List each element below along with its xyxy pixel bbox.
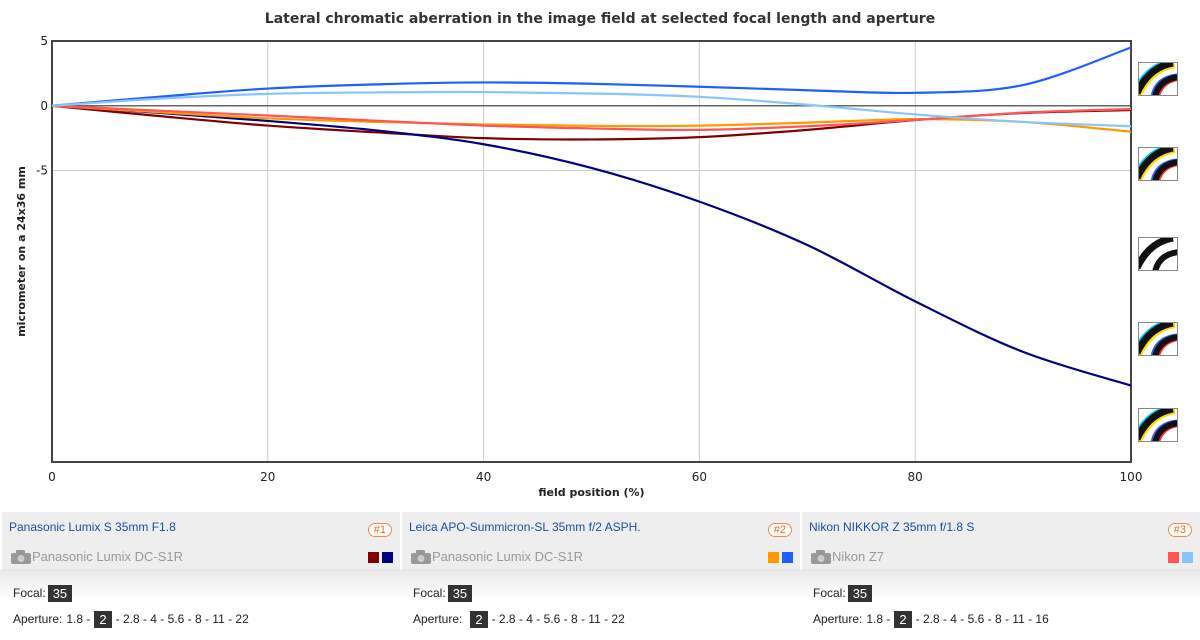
camera-row: Nikon Z7: [810, 549, 884, 564]
aperture-options-before[interactable]: 1.8 -: [866, 612, 891, 626]
aperture-options-before[interactable]: 1.8 -: [66, 612, 91, 626]
focal-label: Focal:: [413, 586, 446, 600]
ca-fringe-sample-icon: [1132, 319, 1182, 359]
y-tick-label: 0: [40, 99, 48, 113]
x-axis-label: field position (%): [538, 486, 644, 499]
camera-icon: [811, 549, 831, 564]
focal-selected[interactable]: 35: [847, 584, 873, 602]
camera-row: Panasonic Lumix DC-S1R: [410, 549, 583, 564]
aperture-label: Aperture:: [813, 612, 863, 626]
aperture-selected[interactable]: 2: [94, 610, 112, 628]
series-line-lens2-ff9900: [51, 104, 1132, 133]
series-color-swatch: [768, 552, 779, 563]
series-color-swatch: [1168, 552, 1179, 563]
lens-controls-1: Focal: 35 Aperture: 1.8 -2- 2.8 - 4 - 5.6 …: [13, 580, 249, 632]
ca-fringe-sample-icon: [1132, 59, 1182, 99]
series-color-swatch: [782, 552, 793, 563]
camera-icon: [411, 549, 431, 564]
series-line-lens3-88c4ff: [51, 90, 1132, 128]
aperture-options-after[interactable]: - 2.8 - 4 - 5.6 - 8 - 11 - 16: [915, 612, 1049, 626]
ca-fringe-sample-icon: [1132, 405, 1182, 445]
x-tick-label: 100: [1120, 470, 1143, 484]
series-line-lens2-1f5fff: [51, 46, 1132, 107]
y-tick-label: -5: [36, 164, 48, 178]
chart-title: Lateral chromatic aberration in the imag…: [264, 11, 936, 27]
lens-name-link[interactable]: Leica APO-Summicron-SL 35mm f/2 ASPH.: [409, 520, 641, 534]
lens-panel-2: Leica APO-Summicron-SL 35mm f/2 ASPH. #2…: [402, 512, 800, 569]
series-color-swatch: [1182, 552, 1193, 563]
focal-selected[interactable]: 35: [447, 584, 473, 602]
lens-name-link[interactable]: Panasonic Lumix S 35mm F1.8: [9, 520, 176, 534]
series-color-swatch: [382, 552, 393, 563]
y-tick-label: 5: [40, 34, 48, 48]
lens-number-badge: #1: [367, 523, 392, 537]
camera-name: Nikon Z7: [832, 549, 885, 564]
series-color-swatch: [368, 552, 379, 563]
focal-label: Focal:: [813, 586, 846, 600]
lens-controls-3: Focal: 35 Aperture: 1.8 -2- 2.8 - 4 - 5.6 …: [813, 580, 1049, 632]
aperture-label: Aperture:: [13, 612, 63, 626]
aperture-selected[interactable]: 2: [470, 610, 488, 628]
x-tick-label: 60: [692, 470, 707, 484]
aperture-label: Aperture:: [413, 612, 463, 626]
lens-controls-2: Focal: 35 Aperture: 2- 2.8 - 4 - 5.6 - 8 -…: [413, 580, 625, 632]
lens-panel-1: Panasonic Lumix S 35mm F1.8 #1 Panasonic…: [2, 512, 400, 569]
aperture-options-after[interactable]: - 2.8 - 4 - 5.6 - 8 - 11 - 22: [491, 612, 625, 626]
camera-row: Panasonic Lumix DC-S1R: [10, 549, 183, 564]
focal-selected[interactable]: 35: [47, 584, 73, 602]
x-tick-label: 0: [48, 470, 56, 484]
aperture-selected[interactable]: 2: [894, 610, 912, 628]
lens-number-badge: #3: [1167, 523, 1192, 537]
y-axis-label: micrometer on a 24x36 mm: [15, 166, 28, 337]
x-tick-label: 40: [476, 470, 491, 484]
ca-fringe-neutral-icon: [1133, 234, 1180, 273]
ca-fringe-sample-icon: [1132, 144, 1182, 184]
x-tick-label: 20: [260, 470, 275, 484]
aperture-options-after[interactable]: - 2.8 - 4 - 5.6 - 8 - 11 - 22: [115, 612, 249, 626]
camera-name: Panasonic Lumix DC-S1R: [32, 549, 184, 564]
camera-name: Panasonic Lumix DC-S1R: [432, 549, 584, 564]
lens-number-badge: #2: [767, 523, 792, 537]
focal-label: Focal:: [13, 586, 46, 600]
panel-fade: [0, 569, 1200, 599]
lens-name-link[interactable]: Nikon NIKKOR Z 35mm f/1.8 S: [809, 520, 975, 534]
lens-panel-3: Nikon NIKKOR Z 35mm f/1.8 S #3 Nikon Z7: [802, 512, 1200, 569]
series-line-lens1-800000: [51, 104, 1132, 141]
plot-frame: [51, 40, 1132, 463]
camera-icon: [11, 549, 31, 564]
series-line-lens1-000080: [51, 104, 1132, 387]
chart: 0 20 40 60 80 100 5 0 -5 field position (%) microm…: [15, 34, 1143, 499]
x-tick-label: 80: [908, 470, 923, 484]
